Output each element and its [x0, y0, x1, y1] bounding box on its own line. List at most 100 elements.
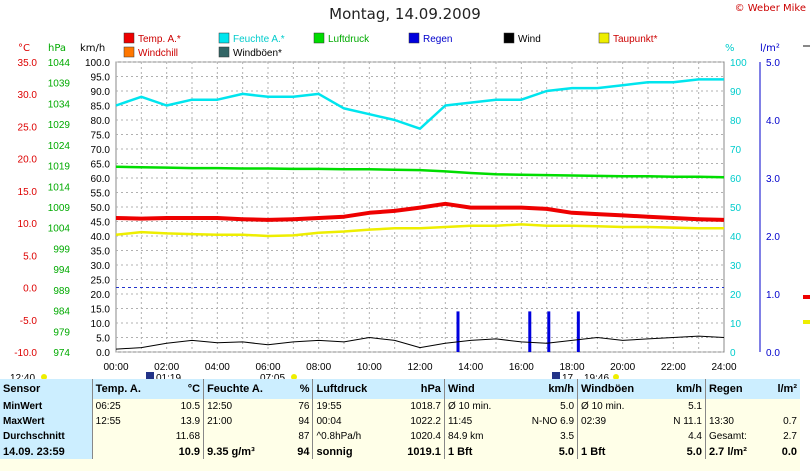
stats-cell: 94: [298, 416, 310, 427]
chart-title: Montag, 14.09.2009: [329, 5, 481, 23]
pressure-tick-label: 1019: [48, 162, 71, 173]
legend-swatch: [503, 32, 515, 44]
temp-tick-label: 5.0: [23, 251, 37, 262]
x-tick-label: 10:00: [357, 362, 382, 373]
wind-tick-label: 70.0: [91, 145, 111, 156]
pressure-tick-label: 974: [53, 348, 70, 359]
stats-cell: 1022.2: [410, 416, 441, 427]
wind-tick-label: 60.0: [91, 174, 111, 185]
wind-tick-label: 95.0: [91, 73, 111, 84]
stats-cell: 5.0: [560, 401, 575, 412]
wind-tick-label: 40.0: [91, 232, 111, 243]
stats-cell: 06:25: [91, 399, 162, 414]
rain-tick-label: 4.0: [766, 116, 780, 127]
stats-cell: Ø 10 min.: [577, 399, 658, 414]
pressure-tick-label: 1029: [48, 120, 71, 131]
moon-icon: [552, 372, 560, 379]
stats-cell: 3.5: [560, 431, 575, 442]
series-line: [115, 335, 725, 350]
rain-unit: l/m²: [760, 43, 780, 54]
legend-swatch: [123, 46, 135, 58]
pressure-tick-label: 1039: [48, 79, 71, 90]
stats-cell: N-NO 6.9: [531, 416, 575, 427]
series-line: [115, 223, 724, 238]
stats-cell: 02:39: [577, 414, 658, 429]
moonset-label: 12:40: [10, 373, 35, 379]
stats-cell: Gesamt:: [704, 429, 766, 444]
wind-tick-label: 0.0: [96, 348, 110, 359]
legend-swatch: [313, 32, 325, 44]
pressure-tick-label: 1004: [48, 224, 71, 235]
stats-header-cell: Windböen: [577, 379, 658, 399]
x-tick-label: 04:00: [205, 362, 230, 373]
stats-cell: [91, 429, 162, 444]
x-tick-label: 02:00: [154, 362, 179, 373]
stats-cell: [577, 429, 658, 444]
sun-icon: [291, 374, 297, 379]
pressure-tick-label: 1044: [48, 58, 71, 69]
edge-temp-marker: [803, 295, 810, 299]
stats-header-cell: Luftdruck: [312, 379, 391, 399]
pressure-tick-label: 984: [53, 307, 70, 318]
stats-cell: 10.5: [180, 401, 201, 412]
legend-label: Windchill: [138, 48, 178, 59]
wind-tick-label: 15.0: [91, 305, 111, 316]
legend-label: Taupunkt*: [613, 34, 658, 45]
wind-tick-label: 80.0: [91, 116, 111, 127]
stats-cell: 13:30: [704, 414, 766, 429]
temp-tick-label: 30.0: [18, 90, 38, 101]
stats-header-cell: °C: [162, 379, 204, 399]
edge-dew-marker: [803, 320, 810, 324]
stats-cell: 1019.1: [407, 445, 441, 458]
humidity-tick-label: 20: [730, 290, 742, 301]
pressure-tick-label: 999: [53, 244, 70, 255]
pressure-tick-label: 1009: [48, 203, 71, 214]
stats-cell: 12:50: [203, 399, 288, 414]
legend-swatch: [408, 32, 420, 44]
legend-swatch: [218, 46, 230, 58]
legend-label: Windböen*: [233, 48, 282, 59]
stats-cell: sonnig: [312, 444, 391, 459]
x-tick-label: 12:00: [407, 362, 432, 373]
legend-label: Wind: [518, 34, 541, 45]
stats-header-cell: Wind: [443, 379, 512, 399]
stats-header-cell: km/h: [511, 379, 578, 399]
moonrise-label: 01:19: [156, 373, 181, 379]
stats-header-cell: hPa: [390, 379, 445, 399]
sun-icon: [41, 374, 47, 379]
stats-row-label: 14.09. 23:59: [0, 444, 93, 459]
wind-tick-label: 5.0: [96, 334, 110, 345]
wind-tick-label: 25.0: [91, 276, 111, 287]
stats-cell: 19:55: [312, 399, 391, 414]
stats-cell: [91, 444, 162, 459]
temp-tick-label: 15.0: [18, 187, 38, 198]
x-tick-label: 24:00: [711, 362, 736, 373]
wind-tick-label: 10.0: [91, 319, 111, 330]
wind-tick-label: 90.0: [91, 87, 111, 98]
edge-marker: [803, 45, 810, 47]
wind-tick-label: 55.0: [91, 189, 111, 200]
x-tick-label: 22:00: [661, 362, 686, 373]
temp-tick-label: 35.0: [18, 58, 38, 69]
stats-cell: 10.9: [178, 445, 201, 458]
stats-cell: 4.4: [688, 431, 702, 442]
pressure-tick-label: 979: [53, 327, 70, 338]
wind-tick-label: 35.0: [91, 247, 111, 258]
pressure-tick-label: 1034: [48, 99, 71, 110]
stats-header-cell: Feuchte A.: [203, 379, 288, 399]
stats-header-cell: %: [287, 379, 313, 399]
stats-cell: [203, 429, 288, 444]
stats-row: MinWert 06:25 10.5 12:50 76 19:55 1018.7 Ø 10 m…: [0, 399, 800, 414]
x-tick-label: 00:00: [103, 362, 128, 373]
rain-tick-label: 3.0: [766, 174, 780, 185]
stats-header-cell: Sensor: [0, 379, 93, 399]
moon-day-label: 17: [562, 373, 574, 379]
rain-tick-label: 1.0: [766, 290, 780, 301]
sun-icon: [613, 374, 619, 379]
stats-row: MaxWert 12:55 13.9 21:00 94 00:04 1022.2 11:45 N…: [0, 414, 800, 429]
stats-cell: [704, 399, 766, 414]
stats-cell: 12:55: [91, 414, 162, 429]
wind-tick-label: 30.0: [91, 261, 111, 272]
copyright-label: © Weber Mike: [734, 3, 806, 14]
x-tick-label: 08:00: [306, 362, 331, 373]
